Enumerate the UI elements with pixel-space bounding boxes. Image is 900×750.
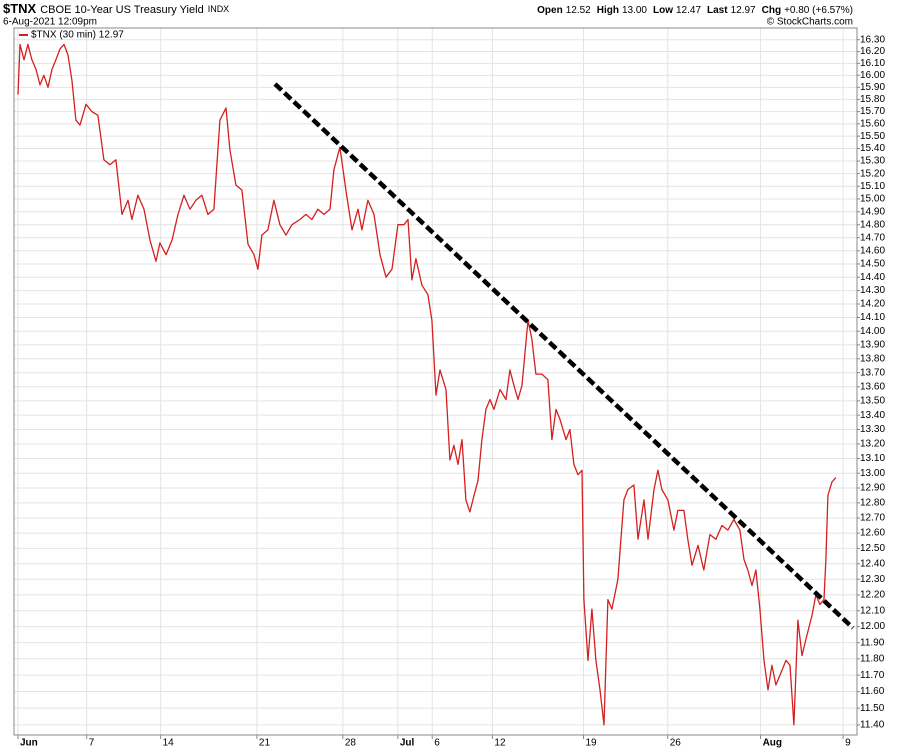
- plot-frame: [13, 27, 858, 736]
- x-tick-label: Jul: [400, 738, 415, 749]
- y-tick-label: 15.20: [860, 168, 885, 179]
- y-tick-label: 14.30: [860, 285, 885, 296]
- y-tick-label: 14.60: [860, 245, 885, 256]
- plot-area: 11.40 11.50 11.60 11.70 11.80 11.90 12.00 12.10…: [14, 28, 885, 749]
- y-tick-label: 13.20: [860, 439, 885, 450]
- y-tick-label: 12.20: [860, 590, 885, 601]
- quote-label: High: [597, 5, 619, 16]
- datetime: 6-Aug-2021 12:09pm: [3, 17, 97, 28]
- x-tick-label: Jun: [20, 738, 38, 749]
- x-tick-label: 28: [345, 738, 357, 749]
- y-tick-label: 15.60: [860, 118, 885, 129]
- y-tick-label: 12.10: [860, 605, 885, 616]
- y-tick-label: 12.40: [860, 558, 885, 569]
- chart-header: $TNX CBOE 10-Year US Treasury Yield INDX: [3, 1, 229, 16]
- y-tick-label: 12.30: [860, 574, 885, 585]
- y-tick-label: 13.50: [860, 396, 885, 407]
- x-tick-label: 26: [670, 738, 682, 749]
- y-tick-label: 15.40: [860, 143, 885, 154]
- quote-label: Chg: [762, 5, 781, 16]
- quote: Open 12.52 High 13.00 Low 12.47 Last 12.97 Chg +0…: [537, 5, 853, 16]
- y-tick-label: 12.90: [860, 483, 885, 494]
- quote-value: 12.52: [566, 5, 591, 16]
- y-tick-label: 11.80: [860, 653, 885, 664]
- y-tick-label: 14.10: [860, 312, 885, 323]
- y-tick-label: 16.10: [860, 58, 885, 69]
- y-tick-label: 11.50: [860, 703, 885, 714]
- y-tick-label: 15.70: [860, 106, 885, 117]
- y-tick-label: 13.70: [860, 367, 885, 378]
- y-tick-label: 12.70: [860, 513, 885, 524]
- y-tick-label: 12.00: [860, 621, 885, 632]
- x-tick-label: 9: [845, 738, 851, 749]
- y-tick-label: 16.00: [860, 70, 885, 81]
- y-tick-label: 14.40: [860, 272, 885, 283]
- y-tick-label: 12.60: [860, 528, 885, 539]
- y-tick-label: 15.90: [860, 82, 885, 93]
- y-tick-label: 13.30: [860, 424, 885, 435]
- y-tick-label: 15.50: [860, 131, 885, 142]
- y-tick-label: 11.70: [860, 670, 885, 681]
- y-tick-label: 15.30: [860, 156, 885, 167]
- quote-label: Low: [653, 5, 673, 16]
- x-tick-label: Aug: [763, 738, 782, 749]
- trendline: [273, 82, 855, 630]
- y-tick-label: 15.10: [860, 181, 885, 192]
- quote-label: Open: [537, 5, 563, 16]
- y-tick-label: 12.50: [860, 543, 885, 554]
- x-tick-label: 21: [259, 738, 271, 749]
- y-tick-label: 12.80: [860, 498, 885, 509]
- y-tick-label: 16.20: [860, 46, 885, 57]
- y-tick-label: 14.20: [860, 299, 885, 310]
- x-tick-label: 7: [89, 738, 95, 749]
- y-tick-label: 13.10: [860, 453, 885, 464]
- x-tick-label: 6: [434, 738, 440, 749]
- y-tick-label: 11.40: [860, 720, 885, 731]
- symbol: $TNX: [3, 1, 37, 16]
- y-tick-label: 11.90: [860, 637, 885, 648]
- y-tick-label: 16.30: [860, 34, 885, 45]
- quote-value: 13.00: [622, 5, 647, 16]
- x-tick-label: 19: [586, 738, 598, 749]
- symbol-name: CBOE 10-Year US Treasury Yield: [40, 4, 203, 16]
- y-tick-label: 14.50: [860, 259, 885, 270]
- y-tick-label: 14.90: [860, 206, 885, 217]
- exchange: INDX: [208, 4, 230, 14]
- quote-value: 12.47: [676, 5, 701, 16]
- y-tick-label: 13.90: [860, 340, 885, 351]
- credit: © StockCharts.com: [767, 17, 853, 28]
- y-tick-label: 13.00: [860, 468, 885, 479]
- quote-value: 12.97: [731, 5, 756, 16]
- y-tick-label: 13.40: [860, 410, 885, 421]
- quote-label: Last: [707, 5, 728, 16]
- quote-value: +0.80 (+6.57%): [784, 5, 853, 16]
- y-tick-label: 15.00: [860, 194, 885, 205]
- x-tick-label: 12: [494, 738, 506, 749]
- y-tick-label: 15.80: [860, 94, 885, 105]
- y-tick-label: 13.80: [860, 353, 885, 364]
- y-tick-label: 14.80: [860, 219, 885, 230]
- y-tick-label: 13.60: [860, 381, 885, 392]
- legend-label: $TNX (30 min) 12.97: [31, 30, 124, 41]
- y-tick-label: 11.60: [860, 686, 885, 697]
- y-tick-label: 14.70: [860, 232, 885, 243]
- y-tick-label: 14.00: [860, 326, 885, 337]
- price-line: [17, 43, 837, 726]
- x-tick-label: 14: [163, 738, 175, 749]
